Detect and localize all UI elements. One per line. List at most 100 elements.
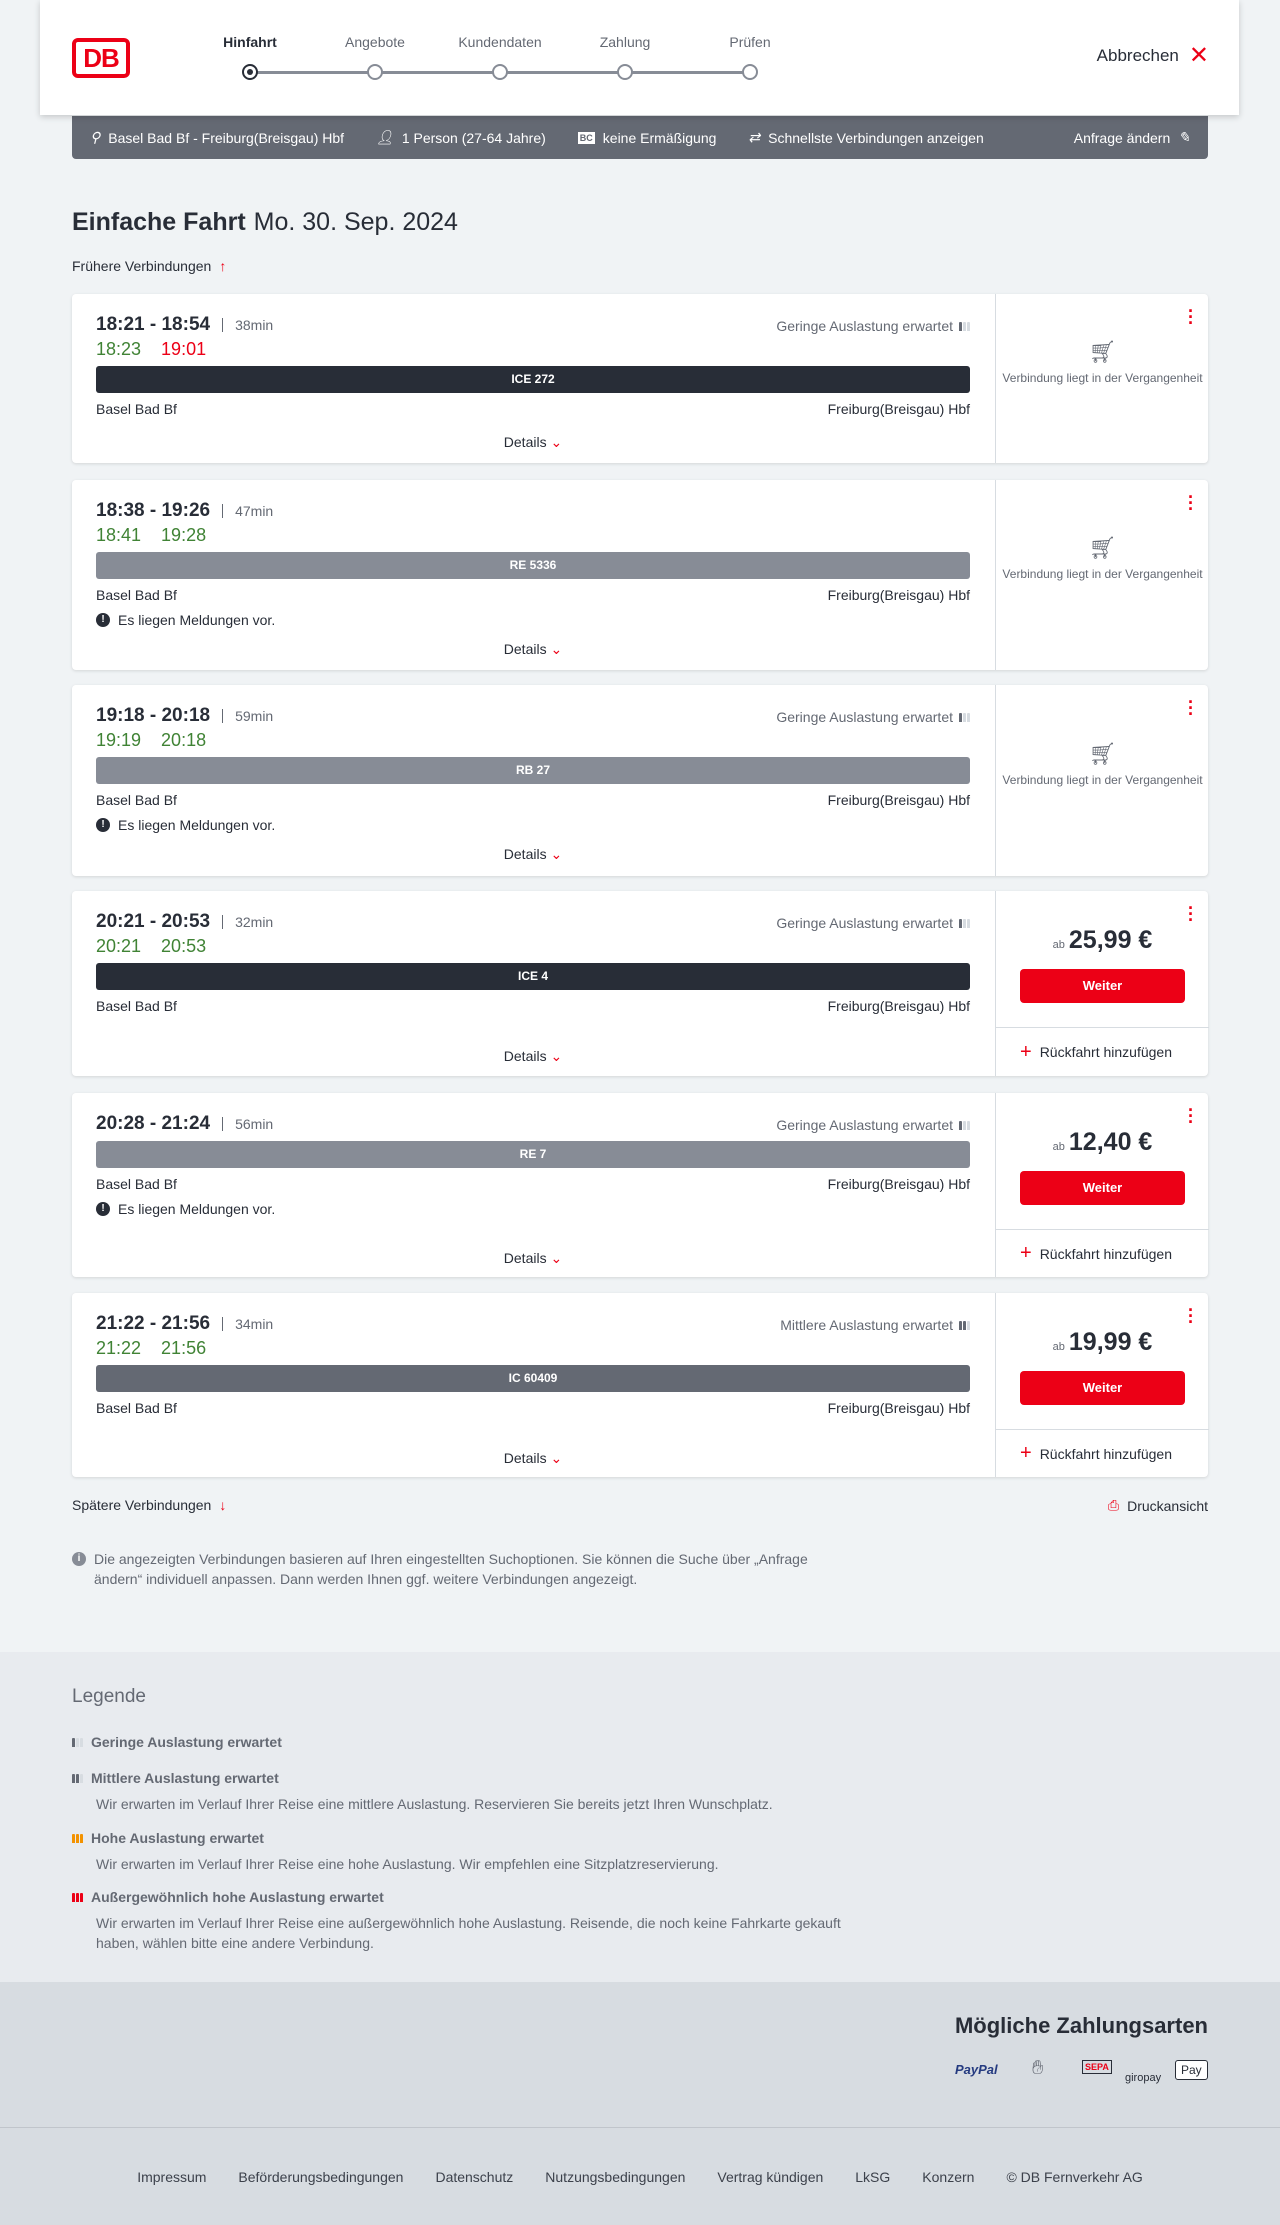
- connection-card: 19:18 - 20:18 59min 19:19 20:18 Geringe Au…: [72, 685, 1208, 876]
- realtime-departure: 18:41: [96, 525, 142, 545]
- realtime-arrival: 20:18: [161, 730, 207, 750]
- continue-button[interactable]: Weiter: [1020, 969, 1185, 1003]
- occupancy-icon: [72, 1773, 83, 1783]
- train-bar[interactable]: RB 27: [96, 757, 970, 784]
- footer-link[interactable]: Konzern: [922, 2168, 975, 2185]
- occupancy-label: Geringe Auslastung erwartet: [776, 1117, 953, 1133]
- footer-link[interactable]: LkSG: [855, 2168, 891, 2185]
- details-toggle[interactable]: Details ⌄: [96, 434, 970, 451]
- message-notice: ! Es liegen Meldungen vor.: [96, 1201, 275, 1217]
- train-bar[interactable]: ICE 272: [96, 366, 970, 393]
- route: ⚲ Basel Bad Bf - Freiburg(Breisgau) Hbf: [90, 129, 344, 146]
- step-zahlung: Zahlung: [599, 34, 651, 50]
- past-connection-note: 🛒︎ Verbindung liegt in der Vergangenheit: [996, 341, 1209, 386]
- add-return-button[interactable]: + Rückfahrt hinzufügen: [996, 1429, 1209, 1477]
- arrival-station: Freiburg(Breisgau) Hbf: [827, 1400, 970, 1416]
- trip-type: Einfache Fahrt: [72, 208, 246, 236]
- price-prefix: ab: [1052, 1341, 1065, 1353]
- message-label: Es liegen Meldungen vor.: [118, 612, 276, 628]
- legend-item: Mittlere Auslastung erwartet Wir erwarten…: [72, 1770, 872, 1814]
- add-return-button[interactable]: + Rückfahrt hinzufügen: [996, 1027, 1209, 1076]
- details-toggle[interactable]: Details ⌄: [96, 846, 970, 863]
- earlier-connections-link[interactable]: Frühere Verbindungen ↑: [72, 258, 226, 274]
- fastest-toggle[interactable]: ⇄ Schnellste Verbindungen anzeigen: [748, 129, 983, 146]
- footer-link[interactable]: © DB Fernverkehr AG: [1006, 2168, 1143, 2185]
- swap-icon: ⇄: [748, 129, 761, 145]
- message-label: Es liegen Meldungen vor.: [118, 817, 276, 833]
- footer-link[interactable]: Datenschutz: [435, 2168, 514, 2185]
- info-text: Die angezeigten Verbindungen basieren au…: [94, 1551, 808, 1587]
- alert-icon: !: [96, 818, 110, 832]
- later-connections-link[interactable]: Spätere Verbindungen ↓: [72, 1497, 226, 1513]
- details-label: Details: [503, 434, 547, 450]
- arrival-station: Freiburg(Breisgau) Hbf: [827, 587, 970, 603]
- connection-card: 18:38 - 19:26 47min 18:41 19:28 RE 5336 Ba…: [72, 480, 1208, 670]
- legend-item-title: Hohe Auslastung erwartet: [91, 1830, 264, 1846]
- price-value: 25,99 €: [1068, 926, 1153, 954]
- print-view-link[interactable]: ⎙ Druckansicht: [1108, 1497, 1208, 1514]
- fastest-label: Schnellste Verbindungen anzeigen: [768, 129, 984, 146]
- more-options-icon[interactable]: · · ·: [1188, 692, 1194, 724]
- legend-item-title: Außergewöhnlich hohe Auslastung erwartet: [91, 1889, 384, 1905]
- arrival-station: Freiburg(Breisgau) Hbf: [827, 401, 970, 417]
- add-return-button[interactable]: + Rückfahrt hinzufügen: [996, 1229, 1209, 1277]
- cart-unavailable-icon: 🛒︎: [1088, 535, 1117, 560]
- details-toggle[interactable]: Details ⌄: [96, 1250, 970, 1267]
- footer-link[interactable]: Nutzungsbedingungen: [545, 2168, 686, 2185]
- realtime-arrival: 19:28: [161, 525, 207, 545]
- more-options-icon[interactable]: · · ·: [1188, 301, 1194, 333]
- offer-panel: · · · ab 19,99 € Weiter + Rückfahrt hinzufüge…: [995, 1293, 1209, 1477]
- price: ab 12,40 €: [996, 1128, 1209, 1157]
- past-label: Verbindung liegt in der Vergangenheit: [1002, 567, 1203, 581]
- edit-request-button[interactable]: Anfrage ändern ✎: [1074, 129, 1190, 146]
- details-toggle[interactable]: Details ⌄: [96, 1048, 970, 1065]
- legend-item: Geringe Auslastung erwartet: [72, 1734, 872, 1750]
- occupancy-icon: [959, 1120, 970, 1130]
- connection-main: 18:21 - 18:54 38min 18:23 19:01 Geringe Au…: [96, 294, 970, 463]
- more-options-icon[interactable]: · · ·: [1188, 1100, 1194, 1132]
- details-toggle[interactable]: Details ⌄: [96, 1450, 970, 1467]
- step-kundendaten: Kundendaten: [458, 34, 542, 50]
- train-bar[interactable]: RE 5336: [96, 552, 970, 579]
- info-note: i Die angezeigten Verbindungen basieren a…: [72, 1549, 852, 1589]
- sepa-icon: SEPA: [1082, 2060, 1112, 2074]
- train-bar[interactable]: ICE 4: [96, 963, 970, 990]
- search-summary-bar: ⚲ Basel Bad Bf - Freiburg(Breisgau) Hbf 👤…: [72, 116, 1208, 159]
- legend-item-desc: Wir erwarten im Verlauf Ihrer Reise eine…: [96, 1915, 841, 1951]
- offer-panel: · · · ab 12,40 € Weiter + Rückfahrt hinzufüge…: [995, 1093, 1209, 1277]
- occupancy-label: Geringe Auslastung erwartet: [776, 915, 953, 931]
- connection-main: 21:22 - 21:56 34min 21:22 21:56 Mittlere A…: [96, 1293, 970, 1477]
- realtime: 19:19 20:18: [96, 730, 226, 751]
- occupancy: Geringe Auslastung erwartet: [776, 709, 970, 725]
- trip-date: Mo. 30. Sep. 2024: [253, 208, 458, 236]
- credit-card-icon: ✋︎: [1032, 2057, 1044, 2079]
- time-range: 21:22 - 21:56: [96, 1313, 211, 1334]
- paypal-logo: PayPal: [955, 2062, 998, 2077]
- continue-button[interactable]: Weiter: [1020, 1171, 1185, 1205]
- realtime: 21:22 21:56: [96, 1338, 226, 1359]
- legend-section: Legende Geringe Auslastung erwartet Mittl…: [0, 1652, 1280, 1982]
- price-value: 19,99 €: [1068, 1328, 1153, 1356]
- details-toggle[interactable]: Details ⌄: [96, 641, 970, 658]
- connection-main: 20:28 - 21:24 56min Geringe Auslastung er…: [96, 1093, 970, 1277]
- footer-link[interactable]: Beförderungsbedingungen: [238, 2168, 404, 2185]
- past-connection-note: 🛒︎ Verbindung liegt in der Vergangenheit: [996, 743, 1209, 788]
- train-bar[interactable]: RE 7: [96, 1141, 970, 1168]
- message-label: Es liegen Meldungen vor.: [118, 1201, 276, 1217]
- departure-station: Basel Bad Bf: [96, 401, 177, 417]
- db-logo[interactable]: DB: [72, 38, 130, 78]
- legend-item: Hohe Auslastung erwartet Wir erwarten im …: [72, 1830, 872, 1874]
- duration: 32min: [222, 915, 273, 929]
- earlier-label: Frühere Verbindungen: [72, 258, 212, 274]
- cancel-button[interactable]: Abbrechen ✕: [1097, 44, 1209, 68]
- passengers-label: 1 Person (27-64 Jahre): [401, 129, 546, 146]
- continue-button[interactable]: Weiter: [1020, 1371, 1185, 1405]
- more-options-icon[interactable]: · · ·: [1188, 1300, 1194, 1332]
- apple-pay-logo: Pay: [1175, 2060, 1208, 2080]
- more-options-icon[interactable]: · · ·: [1188, 487, 1194, 519]
- legend-item-desc: Wir erwarten im Verlauf Ihrer Reise eine…: [96, 1856, 719, 1872]
- more-options-icon[interactable]: · · ·: [1188, 898, 1194, 930]
- footer-link[interactable]: Impressum: [137, 2168, 207, 2185]
- footer-link[interactable]: Vertrag kündigen: [717, 2168, 824, 2185]
- train-bar[interactable]: IC 60409: [96, 1365, 970, 1392]
